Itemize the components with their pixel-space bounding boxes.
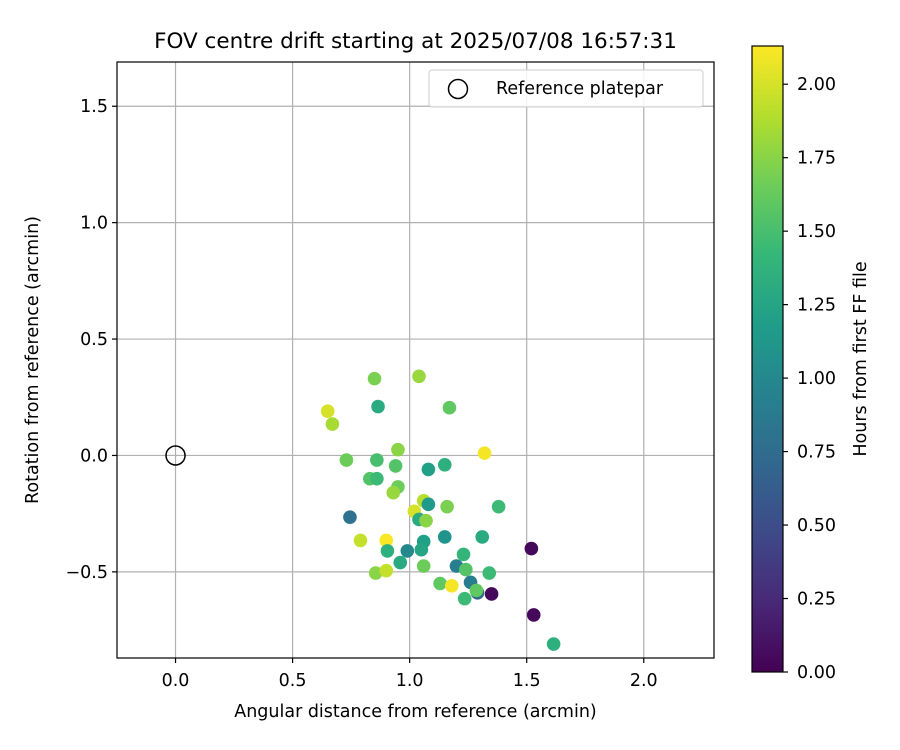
data-point — [457, 591, 472, 606]
data-point — [370, 471, 384, 486]
data-point — [442, 400, 457, 415]
chart-title: FOV centre drift starting at 2025/07/08 … — [154, 29, 677, 54]
data-point — [524, 541, 539, 556]
colorbar-tick-label: 2.00 — [797, 75, 836, 95]
colorbar-tick-label: 1.75 — [797, 149, 836, 169]
data-point — [484, 587, 499, 601]
data-point — [388, 459, 403, 473]
legend-marker-circle — [447, 78, 469, 100]
colorbar-tick-label: 0.50 — [797, 516, 836, 536]
colorbar-gradient — [751, 45, 784, 673]
data-point — [421, 497, 436, 512]
reference-marker — [165, 445, 186, 466]
colorbar: 0.00 0.25 0.50 0.75 1.00 1.25 1.50 1.75 2.00 Hou… — [751, 45, 871, 683]
data-point — [400, 544, 415, 558]
y-axis-ticks: −0.5 0.0 0.5 1.0 1.5 — [66, 97, 117, 583]
data-point — [393, 555, 408, 570]
colorbar-tick-label: 0.00 — [797, 663, 836, 683]
data-point — [391, 442, 405, 457]
colorbar-tick-label: 0.75 — [797, 443, 836, 463]
colorbar-tick-label: 0.25 — [797, 590, 836, 610]
data-point — [339, 453, 354, 467]
data-point — [437, 530, 452, 544]
x-tick-label: 1.5 — [513, 671, 541, 691]
data-point — [367, 371, 382, 386]
data-point — [343, 510, 357, 524]
data-point — [414, 542, 429, 557]
x-axis-ticks: 0.0 0.5 1.0 1.5 2.0 — [162, 658, 658, 691]
data-point — [353, 533, 368, 548]
data-point — [433, 576, 447, 591]
colorbar-ticks: 0.00 0.25 0.50 0.75 1.00 1.25 1.50 1.75 2.00 — [783, 75, 836, 683]
y-tick-label: 1.0 — [80, 214, 108, 234]
y-tick-label: 1.5 — [80, 97, 108, 117]
grid — [117, 62, 714, 658]
data-point — [526, 608, 541, 622]
colorbar-label: Hours from first FF file — [851, 261, 871, 456]
data-points — [320, 369, 561, 651]
data-point — [459, 562, 473, 577]
y-tick-label: −0.5 — [66, 563, 109, 583]
x-tick-label: 2.0 — [630, 671, 658, 691]
data-point — [379, 533, 394, 548]
data-point — [379, 563, 394, 578]
data-point — [475, 530, 490, 544]
y-tick-label: 0.0 — [80, 446, 108, 466]
data-point — [371, 399, 385, 414]
data-point — [320, 404, 335, 419]
colorbar-tick-label: 1.50 — [797, 222, 836, 242]
data-point — [444, 579, 459, 593]
data-point — [440, 499, 454, 514]
data-point — [421, 462, 436, 477]
colorbar-tick-label: 1.00 — [797, 369, 836, 389]
legend: Reference platepar — [428, 69, 704, 108]
data-point — [368, 566, 383, 580]
legend-entry-label: Reference platepar — [496, 79, 664, 99]
data-point — [386, 485, 401, 500]
data-point — [491, 499, 506, 514]
reference-platepar-marker — [165, 445, 186, 466]
x-tick-label: 0.5 — [279, 671, 307, 691]
data-point — [416, 559, 431, 573]
data-point — [437, 457, 452, 472]
plot-frame — [116, 61, 715, 659]
data-point — [370, 453, 384, 467]
legend-box — [428, 69, 704, 108]
x-tick-label: 0.0 — [162, 671, 190, 691]
x-tick-label: 1.0 — [396, 671, 424, 691]
data-point — [546, 637, 561, 651]
x-axis-label: Angular distance from reference (arcmin) — [234, 702, 597, 722]
data-point — [482, 566, 497, 580]
data-point — [477, 446, 492, 460]
data-point — [419, 513, 433, 528]
data-point — [325, 417, 340, 431]
data-point — [469, 583, 484, 598]
y-axis-label: Rotation from reference (arcmin) — [23, 216, 43, 504]
data-point — [380, 544, 395, 558]
data-point — [412, 369, 426, 384]
colorbar-tick-label: 1.25 — [797, 296, 836, 316]
y-tick-label: 0.5 — [80, 330, 108, 350]
data-point — [456, 547, 471, 562]
